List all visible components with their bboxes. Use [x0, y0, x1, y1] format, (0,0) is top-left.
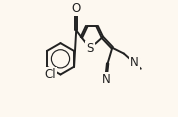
Text: N: N	[130, 56, 139, 69]
Text: O: O	[72, 2, 81, 15]
Text: S: S	[87, 42, 94, 55]
Text: N: N	[101, 73, 110, 86]
Text: Cl: Cl	[44, 68, 56, 81]
